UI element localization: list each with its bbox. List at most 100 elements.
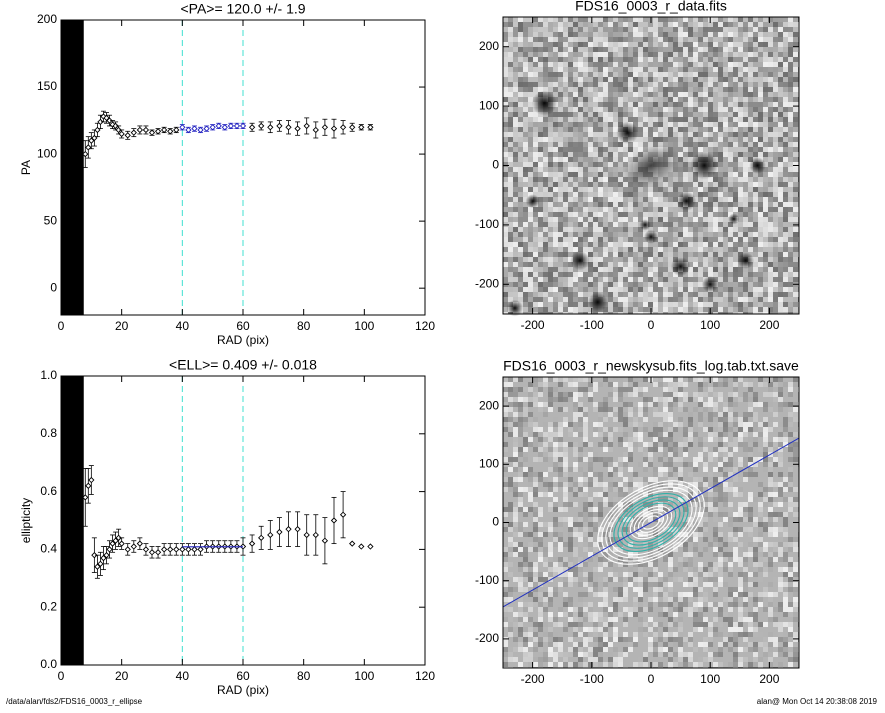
- pixel: [768, 392, 773, 397]
- pixel: [558, 412, 563, 417]
- pixel: [518, 247, 523, 252]
- pixel: [778, 122, 783, 127]
- pixel: [643, 107, 648, 112]
- pixel: [683, 307, 688, 312]
- pixel: [613, 87, 618, 92]
- pixel: [728, 267, 733, 272]
- pixel: [508, 442, 513, 447]
- pixel: [593, 87, 598, 92]
- pixel: [508, 412, 513, 417]
- pixel: [783, 112, 788, 117]
- pixel: [658, 417, 663, 422]
- pixel: [683, 447, 688, 452]
- pixel: [723, 262, 728, 267]
- pixel: [593, 112, 598, 117]
- pixel: [703, 257, 708, 262]
- pixel: [718, 132, 723, 137]
- pixel: [583, 182, 588, 187]
- pixel: [668, 257, 673, 262]
- pixel: [768, 287, 773, 292]
- pixel: [543, 392, 548, 397]
- pixel: [748, 302, 753, 307]
- pixel: [748, 407, 753, 412]
- pixel: [663, 17, 668, 22]
- pixel: [738, 37, 743, 42]
- pixel: [543, 387, 548, 392]
- pixel: [563, 137, 568, 142]
- pixel: [603, 397, 608, 402]
- pixel: [778, 117, 783, 122]
- pixel: [693, 127, 698, 132]
- pixel: [563, 162, 568, 167]
- pixel: [573, 417, 578, 422]
- pixel: [543, 27, 548, 32]
- pixel: [558, 167, 563, 172]
- pixel: [608, 127, 613, 132]
- pixel: [613, 57, 618, 62]
- pixel: [648, 72, 653, 77]
- pixel: [538, 37, 543, 42]
- pixel: [673, 182, 678, 187]
- pixel: [568, 202, 573, 207]
- pixel: [733, 197, 738, 202]
- pixel: [708, 92, 713, 97]
- pixel: [503, 412, 508, 417]
- pixel: [618, 232, 623, 237]
- pixel: [523, 167, 528, 172]
- pixel: [793, 132, 798, 137]
- pixel: [728, 197, 733, 202]
- pixel: [753, 127, 758, 132]
- pixel: [793, 262, 798, 267]
- pixel: [778, 212, 783, 217]
- pixel: [633, 212, 638, 217]
- pixel: [708, 387, 713, 392]
- pixel: [683, 292, 688, 297]
- pixel: [678, 42, 683, 47]
- pixel: [583, 212, 588, 217]
- pixel: [563, 402, 568, 407]
- pixel: [618, 67, 623, 72]
- pixel: [793, 137, 798, 142]
- pixel: [528, 412, 533, 417]
- pixel: [788, 142, 793, 147]
- pixel: [643, 282, 648, 287]
- pixel: [503, 252, 508, 257]
- pixel: [728, 432, 733, 437]
- pixel: [773, 72, 778, 77]
- pixel: [503, 167, 508, 172]
- pixel: [773, 127, 778, 132]
- pixel: [773, 262, 778, 267]
- pixel: [583, 177, 588, 182]
- pixel: [593, 147, 598, 152]
- pixel: [673, 62, 678, 67]
- pixel: [658, 422, 663, 427]
- pixel: [783, 92, 788, 97]
- pixel: [778, 427, 783, 432]
- pixel: [638, 267, 643, 272]
- footer-left: /data/alan/fds2/FDS16_0003_r_ellipse: [6, 697, 143, 706]
- pixel: [643, 17, 648, 22]
- pixel: [643, 82, 648, 87]
- pixel: [773, 232, 778, 237]
- pixel: [548, 157, 553, 162]
- pixel: [528, 292, 533, 297]
- pixel: [753, 267, 758, 272]
- pixel: [738, 62, 743, 67]
- pixel: [698, 232, 703, 237]
- pixel: [668, 227, 673, 232]
- pixel: [653, 207, 658, 212]
- pixel: [518, 57, 523, 62]
- pixel: [598, 267, 603, 272]
- pixel: [528, 52, 533, 57]
- pixel: [588, 27, 593, 32]
- pixel: [743, 27, 748, 32]
- pixel: [718, 407, 723, 412]
- pixel: [793, 127, 798, 132]
- pixel: [733, 207, 738, 212]
- pixel: [678, 172, 683, 177]
- pixel: [563, 257, 568, 262]
- pixel: [603, 257, 608, 262]
- pixel: [503, 77, 508, 82]
- pixel: [758, 292, 763, 297]
- pixel: [568, 217, 573, 222]
